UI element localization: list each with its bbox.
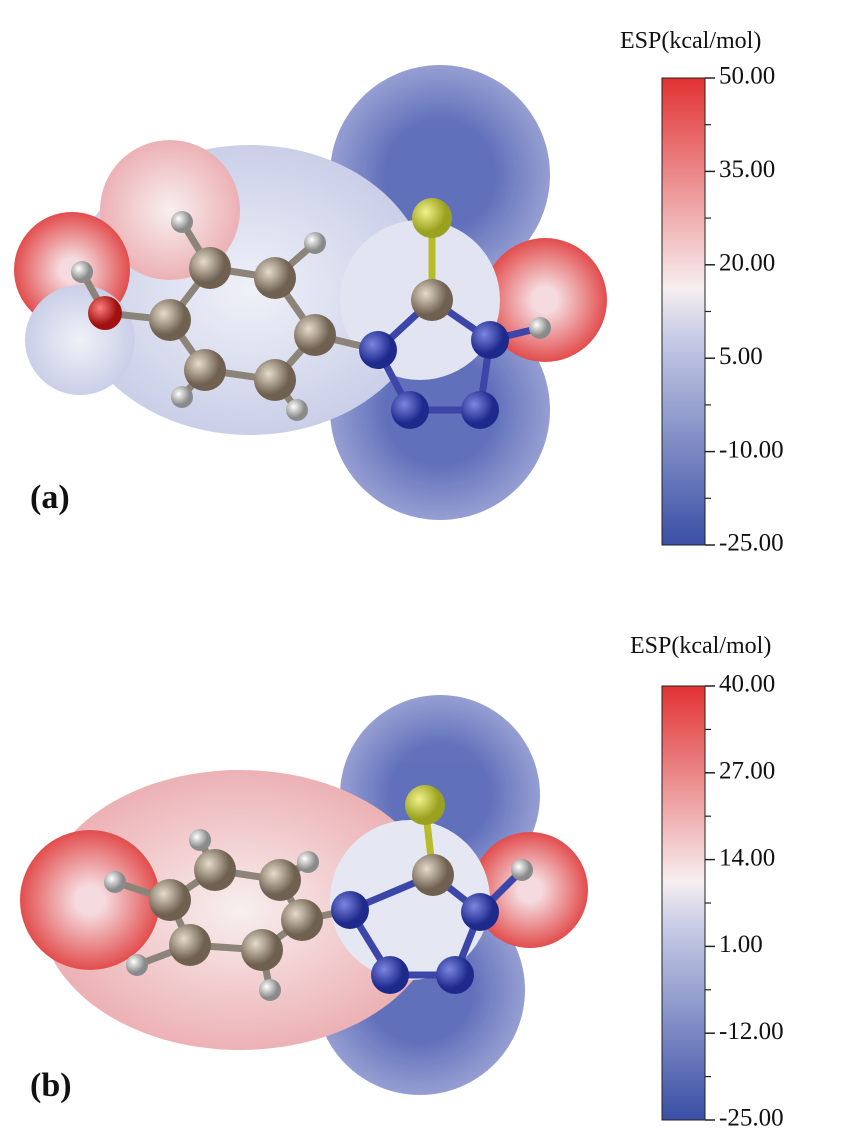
panel-label: (a)	[30, 479, 70, 516]
colorbar	[662, 78, 705, 545]
esp-surface-a	[14, 65, 607, 520]
tick-label: 14.00	[719, 844, 775, 871]
colorbar	[662, 686, 705, 1120]
tick-label: -10.00	[719, 436, 784, 463]
tick-label: 40.00	[719, 671, 775, 698]
tick-label: -25.00	[719, 530, 784, 557]
tick-label: 35.00	[719, 156, 775, 183]
figure: (a) (b) ESP(kcal/mol) ESP(kcal/mol) 50.0…	[0, 0, 851, 1132]
tick-label: 50.00	[719, 63, 775, 90]
tick-label: 1.00	[719, 931, 763, 958]
colorbar-title: ESP(kcal/mol)	[620, 28, 761, 54]
tick-label: -12.00	[719, 1018, 784, 1045]
colorbar-title: ESP(kcal/mol)	[630, 633, 771, 659]
tick-label: 27.00	[719, 758, 775, 785]
tick-label: -25.00	[719, 1105, 784, 1132]
esp-surface-b	[20, 695, 588, 1095]
tick-label: 5.00	[719, 343, 763, 370]
tick-label: 20.00	[719, 250, 775, 277]
panel-label: (b)	[30, 1067, 72, 1104]
